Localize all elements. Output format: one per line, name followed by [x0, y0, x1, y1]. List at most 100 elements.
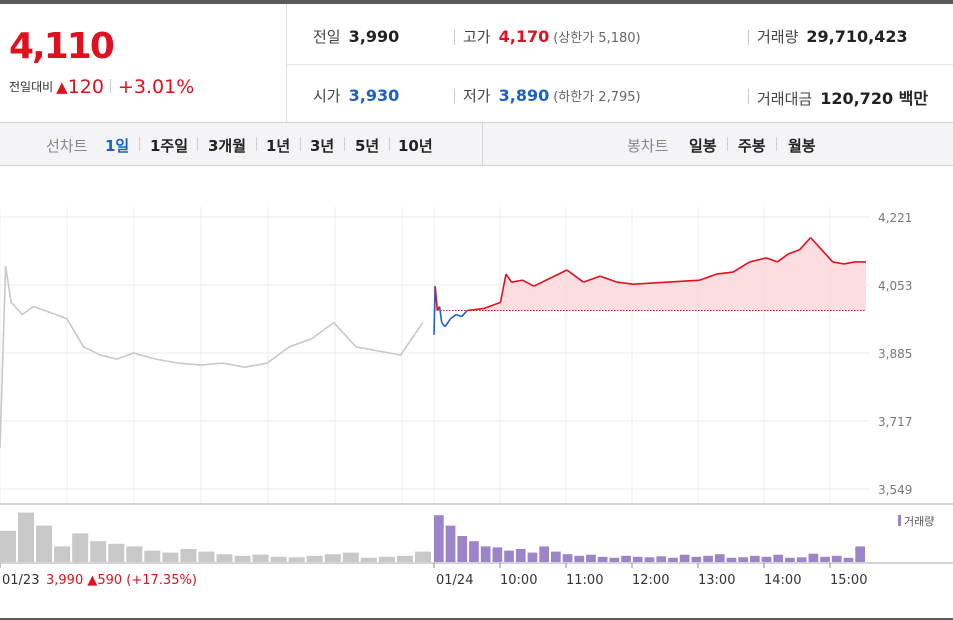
today-line-segment: [511, 279, 523, 283]
tab-3years[interactable]: 3년: [310, 137, 335, 155]
volume-bar-today: [621, 555, 631, 562]
tab-separator: [344, 137, 345, 151]
volume-bar-today: [726, 557, 737, 562]
today-line-segment: [461, 309, 468, 318]
volume-bar-today: [796, 557, 807, 562]
today-line-segment: [505, 273, 513, 283]
today-line-segment: [843, 261, 856, 265]
x-tick-label: 01/23: [2, 573, 39, 588]
today-line-segment: [599, 275, 618, 283]
candle-chart-title: 봉차트: [627, 137, 669, 155]
column-separator: [748, 30, 749, 45]
today-line-segment: [455, 313, 462, 318]
y-axis-ticks: 4,221 4,053 3,885 3,717 3,549: [878, 211, 912, 497]
today-line-segment: [776, 253, 789, 263]
volume-bar-today: [785, 557, 795, 562]
today-line-segment: [483, 301, 501, 310]
open-price: 시가 3,930: [313, 85, 399, 106]
x-tick-label: 14:00: [764, 573, 801, 588]
prev-day-series: [0, 265, 424, 449]
chart-grid: [0, 207, 953, 505]
volume-bar-today: [703, 555, 713, 562]
tab-1year[interactable]: 1년: [266, 137, 291, 155]
tab-3months[interactable]: 3개월: [208, 137, 247, 155]
today-line-segment: [467, 307, 484, 312]
tab-1week[interactable]: 1주일: [150, 137, 189, 155]
today-line-segment: [444, 318, 452, 328]
today-line-segment: [716, 271, 734, 275]
volume-bar-prev: [270, 556, 287, 562]
volume-bar-prev: [288, 557, 305, 562]
chart-tab-bar: 선차트 1일 1주일 3개월 1년 3년 5년 10년 봉차트 일봉 주봉 월봉: [0, 123, 953, 166]
volume-bar-prev: [162, 552, 179, 562]
tab-separator: [256, 137, 257, 151]
volume-bar-today: [434, 515, 444, 562]
today-line-segment: [766, 257, 778, 263]
volume-bar-today: [574, 555, 585, 562]
tab-separator: [197, 137, 198, 151]
tab-weekly-candle[interactable]: 주봉: [738, 137, 766, 155]
today-line-segment: [749, 257, 767, 263]
change-rate: +3.01%: [117, 76, 195, 98]
tab-separator: [389, 137, 390, 151]
volume-bar-prev: [36, 525, 53, 562]
line-chart-title: 선차트: [46, 137, 88, 155]
x-tick-label: 01/24: [436, 573, 473, 588]
tab-5years[interactable]: 5년: [355, 137, 380, 155]
today-line-segment: [633, 281, 667, 285]
volume-bar-prev: [396, 555, 413, 562]
today-line-segment: [434, 286, 439, 311]
column-separator: [454, 30, 455, 45]
quote-panel: 4,110 전일대비 ▲120 +3.01% 전일 3,990 고가 4,170 (상한가…: [0, 4, 953, 123]
volume-bar-today: [656, 556, 667, 562]
y-tick-label: 3,717: [878, 415, 912, 429]
row-divider: [287, 64, 953, 65]
today-line-segment: [699, 273, 717, 281]
volume-legend-swatch: [898, 515, 901, 526]
trade-value-label: 거래대금: [757, 90, 813, 108]
tab-separator: [300, 137, 301, 151]
tab-1day[interactable]: 1일: [105, 137, 130, 155]
tab-daily-candle[interactable]: 일봉: [689, 137, 717, 155]
above-reference-fill: [434, 237, 866, 311]
volume-bar-prev: [252, 554, 269, 562]
x-tick-label: 10:00: [500, 573, 537, 588]
tab-10years[interactable]: 10년: [398, 137, 433, 155]
volume: 거래량 29,710,423: [757, 26, 908, 47]
volume-bar-prev: [0, 530, 16, 562]
today-line-segment: [666, 279, 700, 283]
y-tick-label: 4,221: [878, 211, 912, 225]
high-label: 고가: [463, 28, 491, 46]
volume-bar-today: [831, 555, 842, 562]
today-line-segment: [533, 277, 551, 287]
volume-bar-today: [679, 554, 690, 562]
volume-bar-prev: [198, 551, 215, 562]
today-line-segment: [566, 269, 585, 283]
open-value: 3,930: [348, 86, 400, 105]
volume-bar-today: [527, 552, 538, 562]
tab-separator: [139, 137, 140, 151]
change-line: 전일대비 ▲120 +3.01%: [9, 76, 194, 98]
volume-bar-prev: [216, 554, 233, 562]
x-tick-label: 12:00: [632, 573, 669, 588]
volume-bar-today: [492, 547, 503, 562]
low-value: 3,890: [498, 86, 550, 105]
volume-bar-today: [750, 555, 760, 562]
volume-bar-prev: [342, 552, 359, 562]
volume-bar-today: [644, 557, 655, 562]
volume-bar-today: [808, 553, 819, 562]
x-tick-label: 11:00: [566, 573, 603, 588]
tab-monthly-candle[interactable]: 월봉: [788, 137, 816, 155]
change-separator: [109, 79, 111, 93]
tab-separator: [727, 137, 728, 151]
volume-bar-prev: [18, 512, 34, 562]
high-value: 4,170: [498, 27, 550, 46]
volume-bar-prev: [360, 557, 377, 562]
volume-bar-today: [445, 525, 456, 562]
volume-bar-today: [609, 557, 620, 562]
volume-bar-prev: [378, 556, 395, 562]
today-line-segment: [832, 261, 844, 265]
volume-bar-today: [773, 554, 784, 562]
day-low: 저가 3,890 (하한가 2,795): [463, 85, 641, 106]
volume-bar-today: [714, 554, 725, 562]
